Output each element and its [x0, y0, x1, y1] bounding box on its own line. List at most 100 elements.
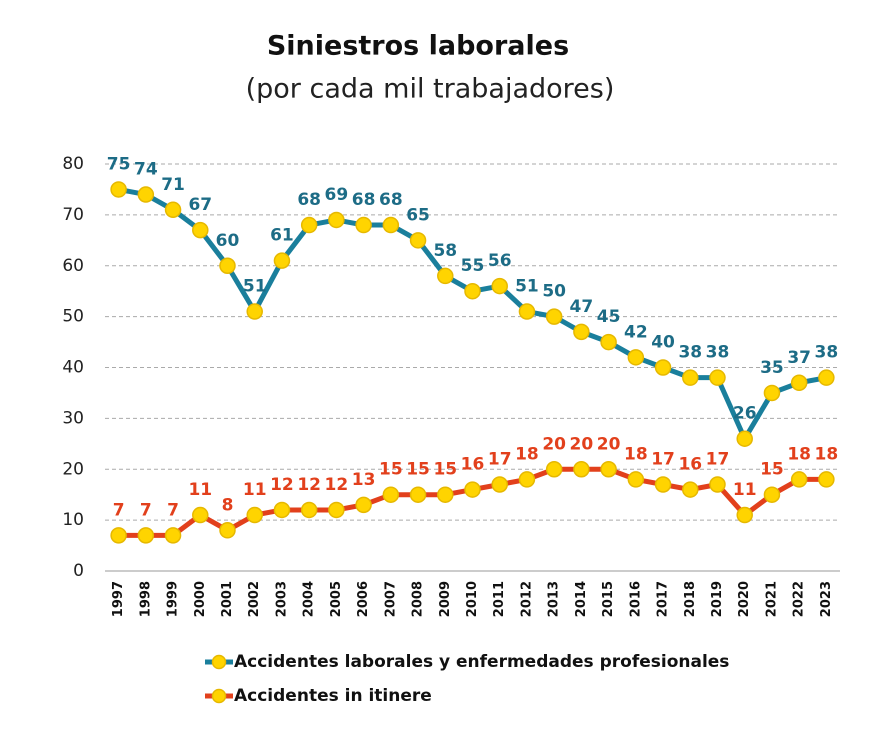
data-label: 56: [488, 251, 512, 271]
legend-label: Accidentes in itinere: [234, 686, 432, 706]
data-label: 11: [188, 480, 212, 500]
point: [137, 186, 155, 203]
x-tick-label: 2016: [628, 581, 643, 617]
data-label: 26: [733, 404, 757, 424]
y-tick-label: 30: [62, 408, 84, 428]
point: [654, 476, 672, 493]
data-label: 60: [216, 231, 240, 251]
data-label: 8: [222, 495, 234, 515]
x-tick-label: 1998: [138, 581, 153, 617]
point: [246, 506, 263, 524]
data-label: 42: [624, 322, 648, 342]
data-label: 17: [488, 450, 512, 470]
point: [355, 496, 372, 514]
point: [110, 181, 127, 198]
data-label: 20: [542, 434, 566, 454]
y-tick-label: 10: [62, 510, 84, 530]
point: [382, 486, 400, 503]
point: [192, 221, 209, 239]
x-tick-label: 2003: [274, 581, 289, 617]
x-tick-label: 2005: [329, 581, 344, 617]
x-tick-label: 2020: [737, 581, 752, 617]
x-tick-label: 2019: [710, 581, 725, 617]
point: [763, 486, 781, 503]
chart-title: Siniestros laborales: [267, 31, 569, 62]
data-label: 65: [406, 205, 430, 225]
x-tick-label: 2012: [519, 581, 534, 617]
data-label: 55: [461, 256, 485, 276]
series-line: [118, 186, 827, 442]
data-label: 15: [406, 460, 430, 480]
data-label: 51: [515, 277, 539, 297]
point: [164, 201, 182, 219]
x-tick-label: 2001: [220, 581, 235, 617]
data-label: 68: [352, 190, 376, 210]
data-label: 18: [815, 444, 839, 464]
point: [328, 501, 345, 519]
x-tick-label: 2014: [574, 581, 589, 617]
data-label: 45: [597, 307, 621, 327]
point: [437, 486, 454, 503]
data-label: 47: [570, 297, 594, 317]
data-label: 40: [651, 333, 675, 353]
x-tick-label: 2011: [492, 581, 507, 617]
data-label: 7: [140, 500, 152, 520]
point: [328, 211, 345, 229]
data-label: 38: [706, 343, 730, 363]
legend-marker: [211, 654, 227, 670]
data-label: 17: [706, 450, 730, 470]
data-label: 15: [379, 460, 403, 480]
x-tick-label: 2023: [819, 581, 834, 617]
point: [818, 369, 835, 386]
data-label: 16: [678, 455, 702, 475]
point: [682, 369, 699, 386]
x-tick-label: 2010: [465, 581, 480, 617]
data-label: 13: [352, 470, 376, 490]
point: [437, 267, 454, 285]
data-label: 68: [297, 190, 321, 210]
data-label: 7: [167, 500, 179, 520]
data-label: 74: [134, 160, 158, 180]
point: [654, 359, 672, 376]
point: [137, 527, 155, 544]
data-label: 75: [107, 154, 131, 174]
chart-subtitle: (por cada mil trabajadores): [246, 74, 615, 105]
x-tick-label: 2013: [547, 581, 562, 617]
data-label: 38: [815, 343, 839, 363]
data-label: 12: [325, 475, 349, 495]
data-label: 18: [624, 444, 648, 464]
x-tick-label: 2007: [383, 581, 398, 617]
point: [219, 257, 236, 274]
point: [464, 282, 481, 300]
point: [600, 461, 617, 478]
x-tick-label: 2004: [302, 581, 317, 617]
point: [491, 277, 508, 295]
data-label: 15: [433, 460, 457, 480]
point: [246, 303, 263, 320]
point: [409, 232, 427, 249]
x-tick-label: 2015: [601, 581, 616, 617]
point: [300, 501, 318, 519]
point: [818, 471, 835, 488]
x-tick-label: 2002: [247, 581, 262, 617]
point: [518, 471, 536, 488]
data-label: 17: [651, 450, 675, 470]
y-tick-label: 60: [62, 256, 84, 276]
y-tick-label: 40: [62, 358, 84, 378]
data-label: 7: [113, 500, 125, 520]
data-label: 20: [570, 434, 594, 454]
x-tick-label: 2021: [764, 581, 779, 617]
data-label: 18: [515, 444, 539, 464]
point: [518, 303, 536, 320]
data-label: 38: [678, 343, 702, 363]
data-label: 71: [161, 175, 185, 195]
point: [573, 323, 590, 341]
data-label: 58: [433, 241, 457, 261]
x-tick-label: 2006: [356, 581, 371, 617]
point: [545, 461, 563, 478]
point: [736, 506, 753, 524]
x-tick-label: 1999: [166, 581, 181, 617]
point: [682, 481, 699, 498]
data-label: 11: [733, 480, 757, 500]
